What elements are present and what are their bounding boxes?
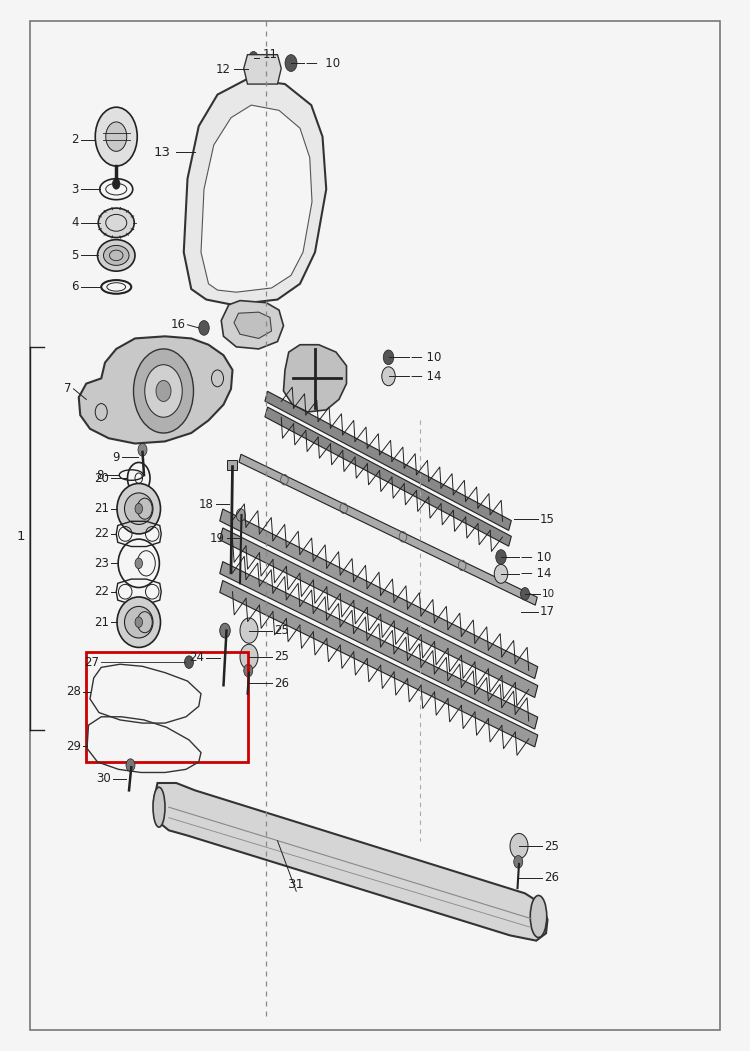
Circle shape bbox=[112, 179, 120, 189]
Polygon shape bbox=[234, 312, 272, 338]
Circle shape bbox=[383, 350, 394, 365]
Ellipse shape bbox=[104, 245, 129, 266]
Text: 1: 1 bbox=[16, 530, 26, 542]
Circle shape bbox=[496, 550, 506, 564]
Text: —  10: — 10 bbox=[306, 57, 340, 69]
Circle shape bbox=[514, 856, 523, 868]
Text: 23: 23 bbox=[94, 557, 109, 570]
Circle shape bbox=[236, 509, 245, 521]
Text: 5: 5 bbox=[71, 249, 79, 262]
Text: 25: 25 bbox=[274, 624, 289, 637]
Text: 21: 21 bbox=[94, 502, 109, 515]
Circle shape bbox=[126, 759, 135, 771]
Polygon shape bbox=[220, 580, 538, 747]
Text: — 14: — 14 bbox=[411, 370, 442, 383]
Text: 25: 25 bbox=[544, 840, 559, 852]
Text: 30: 30 bbox=[96, 772, 111, 785]
Polygon shape bbox=[154, 783, 548, 941]
Circle shape bbox=[138, 444, 147, 456]
Text: 19: 19 bbox=[210, 532, 225, 544]
Polygon shape bbox=[244, 55, 281, 84]
Text: 29: 29 bbox=[66, 740, 81, 753]
Polygon shape bbox=[265, 407, 512, 547]
Circle shape bbox=[134, 349, 194, 433]
Text: 25: 25 bbox=[274, 651, 289, 663]
Circle shape bbox=[106, 122, 127, 151]
Text: 26: 26 bbox=[274, 677, 289, 689]
Circle shape bbox=[240, 618, 258, 643]
Circle shape bbox=[95, 107, 137, 166]
Ellipse shape bbox=[124, 606, 153, 638]
Text: 13: 13 bbox=[154, 146, 171, 159]
Circle shape bbox=[249, 51, 258, 64]
Text: 26: 26 bbox=[544, 871, 559, 884]
Polygon shape bbox=[220, 528, 538, 698]
Polygon shape bbox=[79, 336, 232, 444]
Circle shape bbox=[382, 367, 395, 386]
Circle shape bbox=[156, 380, 171, 401]
Text: 31: 31 bbox=[288, 879, 304, 891]
Text: 4: 4 bbox=[71, 217, 79, 229]
Ellipse shape bbox=[98, 208, 134, 238]
Circle shape bbox=[135, 617, 142, 627]
Text: 27: 27 bbox=[84, 656, 99, 668]
Polygon shape bbox=[221, 301, 284, 349]
Circle shape bbox=[220, 623, 230, 638]
Circle shape bbox=[494, 564, 508, 583]
Text: 20: 20 bbox=[94, 472, 109, 485]
Ellipse shape bbox=[98, 240, 135, 271]
Text: 22: 22 bbox=[94, 528, 109, 540]
Polygon shape bbox=[239, 454, 537, 605]
Text: — 10: — 10 bbox=[521, 551, 551, 563]
Ellipse shape bbox=[117, 597, 160, 647]
Text: 28: 28 bbox=[66, 685, 81, 698]
Circle shape bbox=[520, 588, 530, 600]
Text: — 14: — 14 bbox=[521, 568, 552, 580]
Bar bbox=[86, 652, 248, 762]
Text: 10: 10 bbox=[542, 589, 554, 599]
Text: 15: 15 bbox=[540, 513, 555, 526]
Ellipse shape bbox=[153, 787, 165, 827]
Circle shape bbox=[145, 365, 182, 417]
Ellipse shape bbox=[117, 483, 160, 534]
Text: 21: 21 bbox=[94, 616, 109, 628]
Text: 24: 24 bbox=[189, 652, 204, 664]
Text: 2: 2 bbox=[71, 133, 79, 146]
Ellipse shape bbox=[530, 895, 547, 937]
Ellipse shape bbox=[124, 493, 153, 524]
Text: 8: 8 bbox=[96, 469, 104, 481]
Text: 9: 9 bbox=[112, 451, 120, 463]
Text: 11: 11 bbox=[262, 48, 278, 61]
Circle shape bbox=[510, 833, 528, 859]
Circle shape bbox=[135, 558, 142, 569]
Circle shape bbox=[184, 656, 194, 668]
Text: 18: 18 bbox=[199, 498, 214, 511]
Text: — 10: — 10 bbox=[411, 351, 441, 364]
Text: 17: 17 bbox=[540, 605, 555, 618]
Text: 3: 3 bbox=[71, 183, 79, 195]
Text: 12: 12 bbox=[216, 63, 231, 76]
Text: 16: 16 bbox=[171, 318, 186, 331]
Polygon shape bbox=[220, 509, 538, 679]
Circle shape bbox=[244, 664, 253, 677]
Circle shape bbox=[285, 55, 297, 71]
Polygon shape bbox=[284, 345, 346, 412]
Polygon shape bbox=[184, 79, 326, 305]
Circle shape bbox=[135, 503, 142, 514]
Polygon shape bbox=[201, 105, 312, 292]
Polygon shape bbox=[265, 391, 512, 531]
Circle shape bbox=[199, 321, 209, 335]
Text: 22: 22 bbox=[94, 585, 109, 598]
Text: 6: 6 bbox=[71, 281, 79, 293]
Polygon shape bbox=[220, 561, 538, 729]
Text: 7: 7 bbox=[64, 383, 71, 395]
Circle shape bbox=[240, 644, 258, 669]
Bar bbox=[226, 460, 237, 470]
